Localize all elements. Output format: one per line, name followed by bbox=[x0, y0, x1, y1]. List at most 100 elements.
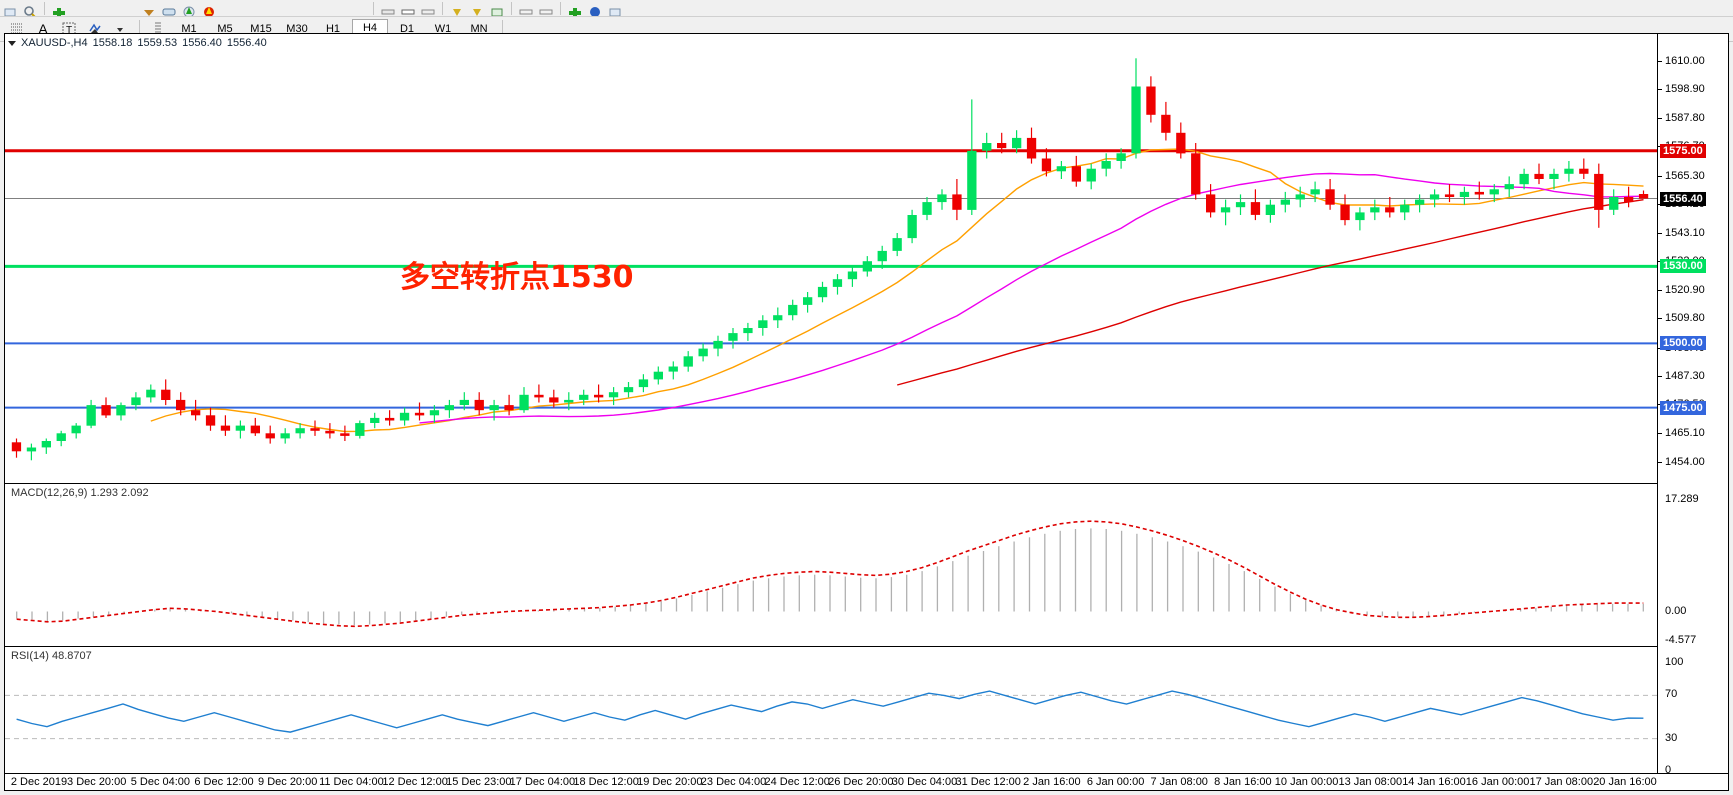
price-chart-svg bbox=[5, 58, 1657, 461]
price-tick-mark bbox=[1658, 60, 1662, 62]
timeframe-button-m1[interactable]: M1 bbox=[181, 22, 197, 35]
shift-icon[interactable] bbox=[518, 0, 534, 16]
timeframe-button-h1[interactable]: H1 bbox=[325, 22, 341, 35]
time-tick-label: 26 Dec 20:00 bbox=[828, 776, 894, 788]
time-tick-label: 5 Dec 04:00 bbox=[130, 776, 191, 788]
terminal-icon[interactable] bbox=[161, 0, 177, 16]
auto-scroll-icon[interactable] bbox=[489, 0, 505, 16]
price-tick-label: 1610.00 bbox=[1665, 54, 1705, 67]
time-tick-label: 16 Jan 00:00 bbox=[1465, 776, 1530, 788]
time-tick-label: 3 Dec 20:00 bbox=[67, 776, 127, 788]
objects-icon[interactable] bbox=[85, 19, 105, 39]
toolbar-separator bbox=[373, 1, 374, 15]
price-tick-mark bbox=[1658, 117, 1662, 119]
price-tick-label: 1509.80 bbox=[1665, 312, 1705, 325]
symbol-high: 1559.53 bbox=[137, 37, 178, 49]
toolbar-separator bbox=[442, 1, 443, 15]
rsi-tick-label: 0 bbox=[1665, 764, 1672, 776]
time-tick-label: 17 Jan 08:00 bbox=[1529, 776, 1594, 788]
chevron-down-icon[interactable] bbox=[111, 19, 131, 39]
timeframe-button-m15[interactable]: M15 bbox=[250, 22, 272, 35]
price-badge: 1500.00 bbox=[1660, 336, 1706, 351]
time-tick-label: 19 Dec 20:00 bbox=[637, 776, 703, 788]
symbol-close: 1556.40 bbox=[226, 37, 267, 49]
price-tick-mark bbox=[1658, 433, 1662, 435]
rsi-tick-label: 70 bbox=[1665, 688, 1678, 701]
price-tick-label: 1598.90 bbox=[1665, 83, 1705, 96]
timeframe-button-d1[interactable]: D1 bbox=[399, 22, 415, 35]
svg-text:T: T bbox=[66, 25, 72, 36]
alert-icon[interactable] bbox=[141, 0, 157, 16]
price-axis[interactable]: 1610.001598.901587.801576.701565.301554.… bbox=[1657, 34, 1728, 790]
macd-chart-svg bbox=[16, 520, 1644, 628]
template-icon[interactable] bbox=[587, 0, 603, 16]
time-tick-label: 2 Jan 16:00 bbox=[1023, 776, 1081, 788]
candlestick-chart-icon[interactable] bbox=[400, 0, 416, 16]
toolbar-separator bbox=[502, 20, 503, 38]
indicators-icon[interactable] bbox=[538, 0, 554, 16]
macd-tick-label: -4.577 bbox=[1665, 634, 1697, 646]
zoom-out-icon[interactable] bbox=[469, 0, 485, 16]
chart-menu-caret-icon[interactable] bbox=[8, 40, 16, 46]
toolbar-separator bbox=[44, 1, 45, 15]
toolbar-separator bbox=[139, 20, 140, 38]
chart-annotation-text: 多空转折点1530 bbox=[400, 260, 634, 295]
price-tick-mark bbox=[1658, 232, 1662, 234]
time-tick-label: 6 Jan 00:00 bbox=[1086, 776, 1145, 788]
time-tick-label: 9 Dec 20:00 bbox=[258, 776, 318, 788]
symbol-name: XAUUSD-,H4 bbox=[21, 37, 88, 49]
rsi-label: RSI(14) 48.8707 bbox=[11, 650, 92, 662]
symbol-open: 1558.18 bbox=[92, 37, 133, 49]
time-tick-label: 15 Dec 23:00 bbox=[446, 776, 512, 788]
main-toolbar[interactable] bbox=[0, 0, 1733, 17]
price-tick-mark bbox=[1658, 289, 1662, 291]
time-tick-label: 20 Jan 16:00 bbox=[1593, 776, 1657, 788]
line-chart-icon[interactable] bbox=[420, 0, 436, 16]
price-badge: 1575.00 bbox=[1660, 143, 1706, 158]
zoom-icon[interactable] bbox=[22, 0, 38, 16]
price-panel[interactable] bbox=[5, 34, 1728, 481]
symbol-info-bar: XAUUSD-,H4 1558.18 1559.53 1556.40 1556.… bbox=[8, 37, 267, 49]
time-tick-label: 17 Dec 04:00 bbox=[509, 776, 576, 788]
timeframe-button-m30[interactable]: M30 bbox=[286, 22, 308, 35]
properties-icon[interactable] bbox=[607, 0, 623, 16]
timeframe-button-mn[interactable]: MN bbox=[470, 22, 488, 35]
price-tick-mark bbox=[1658, 89, 1662, 91]
price-tick-label: 1465.10 bbox=[1665, 427, 1705, 440]
chart-container[interactable]: XAUUSD-,H4 1558.18 1559.53 1556.40 1556.… bbox=[4, 33, 1729, 791]
period-icon[interactable] bbox=[567, 0, 583, 16]
navigator-icon[interactable] bbox=[181, 0, 197, 16]
time-tick-label: 18 Dec 12:00 bbox=[573, 776, 639, 788]
price-badge: 1530.00 bbox=[1660, 259, 1706, 274]
toolbar-separator bbox=[560, 1, 561, 15]
rsi-tick-label: 100 bbox=[1665, 656, 1684, 668]
macd-label: MACD(12,26,9) 1.293 2.092 bbox=[11, 487, 149, 499]
time-tick-label: 8 Jan 16:00 bbox=[1214, 776, 1272, 788]
add-icon[interactable] bbox=[51, 0, 67, 16]
price-tick-label: 1587.80 bbox=[1665, 111, 1705, 124]
time-tick-label: 11 Dec 04:00 bbox=[319, 776, 384, 788]
time-tick-label: 12 Dec 12:00 bbox=[382, 776, 448, 788]
symbol-low: 1556.40 bbox=[182, 37, 222, 49]
new-chart-icon[interactable] bbox=[2, 0, 18, 16]
time-axis: 2 Dec 2019 3 Dec 20:00 5 Dec 04:00 6 Dec 12… bbox=[5, 773, 1728, 790]
rsi-panel[interactable]: RSI(14) 48.8707 bbox=[5, 646, 1728, 774]
rsi-chart-svg bbox=[5, 690, 1657, 740]
price-tick-mark bbox=[1658, 175, 1662, 177]
zoom-in-icon[interactable] bbox=[449, 0, 465, 16]
macd-tick-label: 0.00 bbox=[1665, 604, 1687, 617]
price-tick-label: 1454.00 bbox=[1665, 455, 1705, 468]
time-tick-label: 10 Jan 00:00 bbox=[1274, 776, 1339, 788]
price-tick-label: 1565.30 bbox=[1665, 169, 1705, 182]
time-tick-label: 23 Dec 04:00 bbox=[700, 776, 767, 788]
bar-chart-icon[interactable] bbox=[380, 0, 396, 16]
price-badge: 1475.00 bbox=[1660, 400, 1706, 415]
macd-panel[interactable]: MACD(12,26,9) 1.293 2.092 bbox=[5, 483, 1728, 644]
time-tick-label: 31 Dec 12:00 bbox=[955, 776, 1021, 788]
timeframe-button-w1[interactable]: W1 bbox=[434, 22, 452, 35]
text-label-icon[interactable]: A bbox=[38, 21, 48, 37]
time-tick-label: 6 Dec 12:00 bbox=[194, 776, 254, 788]
market-watch-icon[interactable] bbox=[201, 0, 217, 16]
rsi-tick-label: 30 bbox=[1665, 731, 1678, 744]
timeframe-button-m5[interactable]: M5 bbox=[217, 22, 233, 35]
